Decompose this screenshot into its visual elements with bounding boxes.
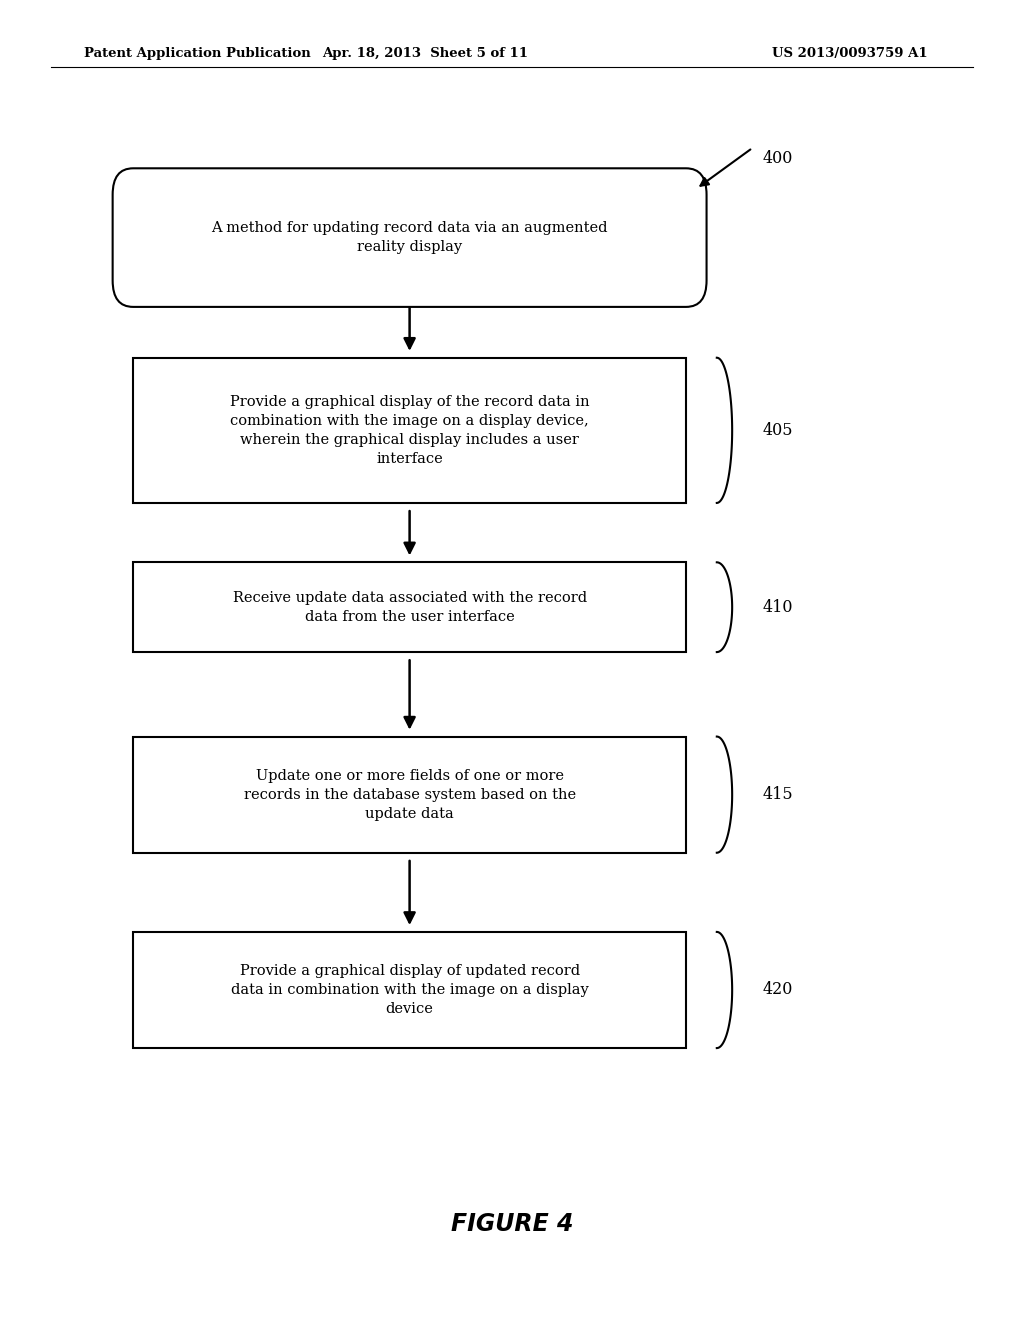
Text: FIGURE 4: FIGURE 4 xyxy=(451,1212,573,1236)
FancyBboxPatch shape xyxy=(133,562,686,652)
Text: 415: 415 xyxy=(763,787,794,803)
Text: Apr. 18, 2013  Sheet 5 of 11: Apr. 18, 2013 Sheet 5 of 11 xyxy=(322,48,528,59)
Text: Update one or more fields of one or more
records in the database system based on: Update one or more fields of one or more… xyxy=(244,768,575,821)
Text: 405: 405 xyxy=(763,422,794,438)
FancyBboxPatch shape xyxy=(133,932,686,1048)
Text: 410: 410 xyxy=(763,599,794,615)
Text: Receive update data associated with the record
data from the user interface: Receive update data associated with the … xyxy=(232,591,587,623)
Text: Provide a graphical display of the record data in
combination with the image on : Provide a graphical display of the recor… xyxy=(229,395,590,466)
Text: 420: 420 xyxy=(763,982,794,998)
Text: A method for updating record data via an augmented
reality display: A method for updating record data via an… xyxy=(211,222,608,253)
FancyBboxPatch shape xyxy=(133,737,686,853)
Text: 400: 400 xyxy=(763,150,794,166)
FancyBboxPatch shape xyxy=(133,358,686,503)
Text: Patent Application Publication: Patent Application Publication xyxy=(84,48,310,59)
Text: US 2013/0093759 A1: US 2013/0093759 A1 xyxy=(772,48,928,59)
FancyBboxPatch shape xyxy=(113,169,707,308)
Text: Provide a graphical display of updated record
data in combination with the image: Provide a graphical display of updated r… xyxy=(230,964,589,1016)
